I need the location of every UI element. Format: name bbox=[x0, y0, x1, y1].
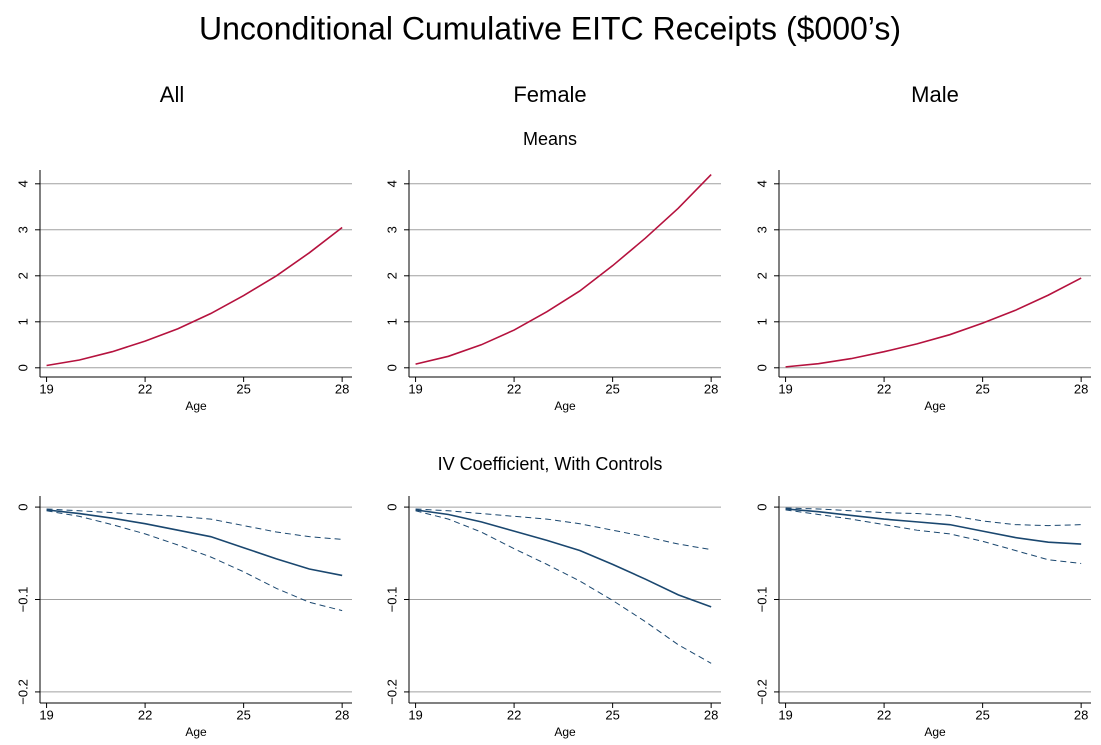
y-tick-label: 2 bbox=[15, 272, 30, 279]
y-tick-label: 0 bbox=[754, 364, 769, 371]
y-tick-label: 2 bbox=[384, 272, 399, 279]
x-tick-label: 28 bbox=[335, 707, 349, 722]
x-tick-label: 28 bbox=[335, 381, 349, 396]
y-tick-label: 1 bbox=[15, 318, 30, 325]
y-tick-label: 4 bbox=[384, 180, 399, 187]
y-tick-label: −0.2 bbox=[384, 679, 399, 705]
y-tick-label: 1 bbox=[384, 318, 399, 325]
y-tick-label: −0.2 bbox=[754, 679, 769, 705]
x-tick-label: 19 bbox=[778, 707, 792, 722]
x-tick-label: 22 bbox=[138, 707, 152, 722]
column-title: All bbox=[160, 82, 184, 107]
x-tick-label: 28 bbox=[1074, 707, 1088, 722]
y-tick-label: −0.1 bbox=[754, 587, 769, 613]
y-tick-label: 3 bbox=[384, 226, 399, 233]
y-tick-label: 3 bbox=[15, 226, 30, 233]
x-tick-label: 22 bbox=[877, 707, 891, 722]
x-tick-label: 22 bbox=[138, 381, 152, 396]
x-tick-label: 28 bbox=[704, 381, 718, 396]
data-line bbox=[46, 509, 343, 577]
x-tick-label: 22 bbox=[877, 381, 891, 396]
data-line bbox=[415, 509, 712, 608]
data-line bbox=[785, 509, 1082, 564]
data-line bbox=[785, 508, 1082, 545]
x-tick-label: 19 bbox=[408, 381, 422, 396]
x-axis-label: Age bbox=[554, 725, 576, 739]
y-tick-label: 0 bbox=[384, 503, 399, 510]
x-tick-label: 25 bbox=[605, 707, 619, 722]
y-tick-label: 0 bbox=[384, 364, 399, 371]
x-tick-label: 25 bbox=[236, 381, 250, 396]
data-line bbox=[46, 226, 343, 367]
data-line bbox=[415, 510, 712, 664]
x-tick-label: 25 bbox=[975, 381, 989, 396]
x-axis-label: Age bbox=[924, 399, 946, 413]
x-tick-label: 19 bbox=[39, 381, 53, 396]
y-tick-label: 0 bbox=[15, 503, 30, 510]
x-tick-label: 25 bbox=[975, 707, 989, 722]
figure-title: Unconditional Cumulative EITC Receipts (… bbox=[199, 10, 901, 46]
x-axis-label: Age bbox=[185, 725, 207, 739]
column-title: Female bbox=[513, 82, 586, 107]
y-tick-label: 3 bbox=[754, 226, 769, 233]
y-tick-label: 2 bbox=[754, 272, 769, 279]
x-axis-label: Age bbox=[554, 399, 576, 413]
y-tick-label: −0.1 bbox=[15, 587, 30, 613]
y-tick-label: 0 bbox=[15, 364, 30, 371]
data-line bbox=[785, 277, 1082, 368]
x-axis-label: Age bbox=[924, 725, 946, 739]
x-tick-label: 19 bbox=[778, 381, 792, 396]
y-tick-label: 0 bbox=[754, 503, 769, 510]
x-tick-label: 22 bbox=[507, 381, 521, 396]
x-tick-label: 19 bbox=[39, 707, 53, 722]
x-axis-label: Age bbox=[185, 399, 207, 413]
y-tick-label: −0.2 bbox=[15, 679, 30, 705]
x-tick-label: 28 bbox=[704, 707, 718, 722]
x-tick-label: 22 bbox=[507, 707, 521, 722]
row-title: Means bbox=[523, 129, 577, 149]
x-tick-label: 28 bbox=[1074, 381, 1088, 396]
column-title: Male bbox=[911, 82, 959, 107]
x-tick-label: 25 bbox=[236, 707, 250, 722]
data-line bbox=[46, 510, 343, 612]
x-tick-label: 19 bbox=[408, 707, 422, 722]
x-tick-label: 25 bbox=[605, 381, 619, 396]
y-tick-label: −0.1 bbox=[384, 587, 399, 613]
data-line bbox=[415, 174, 712, 365]
y-tick-label: 4 bbox=[754, 180, 769, 187]
y-tick-label: 4 bbox=[15, 180, 30, 187]
row-title: IV Coefficient, With Controls bbox=[438, 454, 663, 474]
y-tick-label: 1 bbox=[754, 318, 769, 325]
